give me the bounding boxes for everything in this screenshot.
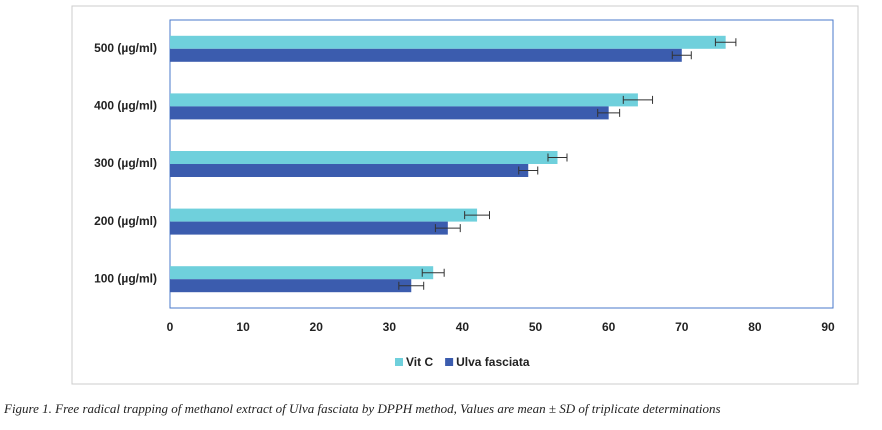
- bar: [170, 208, 478, 222]
- x-tick-label: 30: [383, 320, 397, 334]
- bar: [170, 93, 638, 107]
- legend-swatch: [445, 358, 454, 366]
- error-bar: [421, 268, 445, 277]
- bar: [170, 221, 448, 235]
- error-bar: [547, 153, 568, 162]
- bar: [170, 266, 434, 280]
- error-bar: [518, 166, 539, 175]
- x-tick-label: 60: [602, 320, 616, 334]
- error-bar: [714, 38, 737, 47]
- legend-swatch: [395, 358, 403, 366]
- error-bar: [597, 108, 621, 117]
- x-tick-label: 70: [675, 320, 689, 334]
- y-tick-label: 500 (µg/ml): [94, 41, 157, 55]
- x-tick-label: 20: [310, 320, 324, 334]
- y-tick-label: 200 (µg/ml): [94, 214, 157, 228]
- error-bar: [671, 51, 692, 60]
- x-tick-label: 90: [821, 320, 835, 334]
- x-tick-label: 80: [748, 320, 762, 334]
- caption: Figure 1. Free radical trapping of metha…: [3, 401, 721, 416]
- bar: [170, 151, 558, 164]
- legend-label: Vit C: [406, 355, 433, 369]
- bar: [170, 35, 726, 49]
- bar: [170, 106, 609, 120]
- bar: [170, 279, 412, 293]
- bar: [170, 164, 529, 177]
- x-tick-label: 0: [167, 320, 174, 334]
- x-tick-label: 50: [529, 320, 543, 334]
- error-bar: [398, 281, 425, 290]
- legend-label: Ulva fasciata: [456, 355, 530, 369]
- chart-frame: [71, 5, 859, 385]
- x-tick-label: 40: [456, 320, 470, 334]
- y-tick-label: 100 (µg/ml): [94, 271, 157, 285]
- error-bar: [434, 224, 461, 233]
- y-tick-label: 400 (µg/ml): [94, 99, 157, 113]
- y-tick-label: 300 (µg/ml): [94, 156, 157, 170]
- error-bar: [464, 211, 490, 220]
- bar: [170, 48, 682, 62]
- error-bar: [622, 95, 654, 104]
- x-tick-label: 10: [236, 320, 250, 334]
